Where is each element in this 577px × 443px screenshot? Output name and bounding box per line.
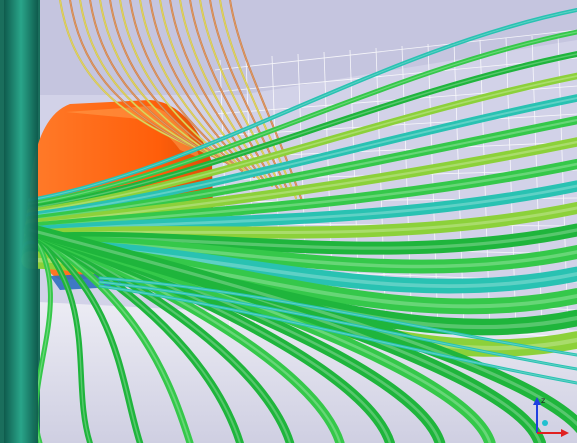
streamline-highlight [99,285,577,384]
streamline [99,0,225,163]
streamline [25,115,577,225]
streamline-highlight [169,0,267,184]
streamline-highlight [119,0,237,169]
streamline [25,137,577,229]
streamlines [21,0,577,443]
streamline-highlight [99,277,577,356]
streamline-highlight [29,31,577,205]
streamline-highlight [29,9,577,201]
streamline [26,226,194,443]
streamline-highlight [99,281,577,370]
streamline [28,8,577,202]
streamline-highlight [59,0,201,151]
streamline [98,280,577,371]
streamline-highlight [29,229,191,443]
streamline-highlight [29,75,577,213]
streamline [79,0,213,157]
streamline [69,0,207,154]
y-axis-marker [542,420,548,426]
streamline [229,0,303,202]
z-axis-arrowhead [533,397,541,405]
streamline-highlight [99,0,225,163]
streamline [59,0,201,151]
streamline-highlight [79,0,213,157]
z-axis-label: z [541,396,545,405]
streamline-highlight [199,0,285,193]
streamline [23,223,577,434]
streamline [27,29,577,207]
streamline-highlight [29,53,577,209]
streamline-highlight [28,162,577,230]
streamline-highlight [89,0,219,160]
streamline-highlight [28,118,577,222]
x-axis-arrowhead [561,429,569,437]
grid-line [214,57,577,93]
streamline-highlight [29,97,577,217]
streamline-highlight [69,0,207,154]
grid-line [214,29,577,71]
streamline [26,94,577,220]
axis-triad: z [533,396,569,437]
streamline-highlight [28,228,577,427]
streamline-highlight [29,229,141,443]
streamline-highlight [149,0,255,178]
streamline [169,0,267,184]
streamline [26,226,144,443]
streamline [27,51,577,211]
streamline [149,0,255,178]
streamline [89,0,219,160]
streamline-highlight [28,140,577,226]
streamline [26,72,577,216]
streamline [27,227,93,443]
streamline [139,0,249,175]
streamline [24,158,577,234]
streamline-highlight [139,0,249,175]
streamline [199,0,285,193]
streamline [98,276,577,357]
tunnel-left-pillar [4,0,38,443]
streamline-highlight [29,229,91,443]
streamline [98,284,577,385]
streamline-highlight [229,0,303,202]
streamline [119,0,237,169]
